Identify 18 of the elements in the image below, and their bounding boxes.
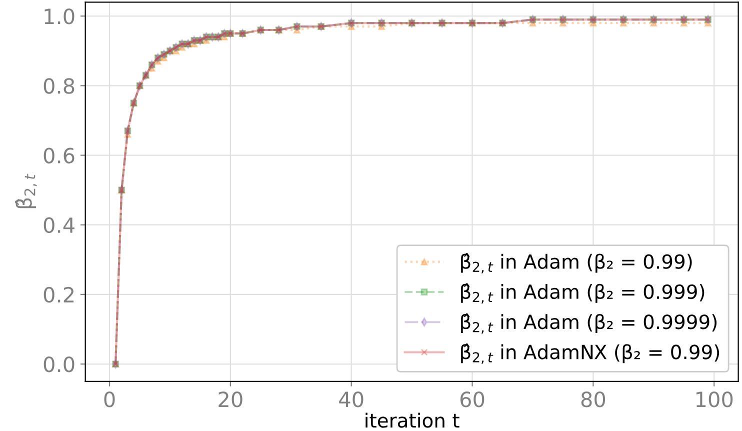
legend-label: β̂$_{2,t}$ in Adam (β₂ = 0.999) xyxy=(461,283,704,304)
x-axis-title: iteration t xyxy=(366,412,460,428)
y-tick-label: 0.4 xyxy=(44,217,74,234)
legend-label: β̂$_{2,t}$ in AdamNX (β₂ = 0.99) xyxy=(461,344,720,364)
legend-label: β̂$_{2,t}$ in Adam (β₂ = 0.99) xyxy=(461,253,692,274)
y-axis-title: β̂$_{2,t}$ xyxy=(15,174,37,208)
x-tick-label: 0 xyxy=(104,392,115,408)
y-tick-label: 0.8 xyxy=(44,78,74,94)
y-tick-label: 1.0 xyxy=(44,8,74,24)
x-tick-label: 40 xyxy=(339,392,364,408)
x-tick-label: 60 xyxy=(460,392,484,408)
legend-label: β̂$_{2,t}$ in Adam (β₂ = 0.9999) xyxy=(461,313,717,334)
y-tick-label: 0.2 xyxy=(44,286,74,303)
x-tick-label: 20 xyxy=(218,392,242,408)
y-tick-label: 0.0 xyxy=(44,356,74,372)
y-tick-label: 0.6 xyxy=(44,148,74,164)
x-tick-label: 80 xyxy=(581,392,606,408)
x-tick-label: 100 xyxy=(696,392,733,408)
